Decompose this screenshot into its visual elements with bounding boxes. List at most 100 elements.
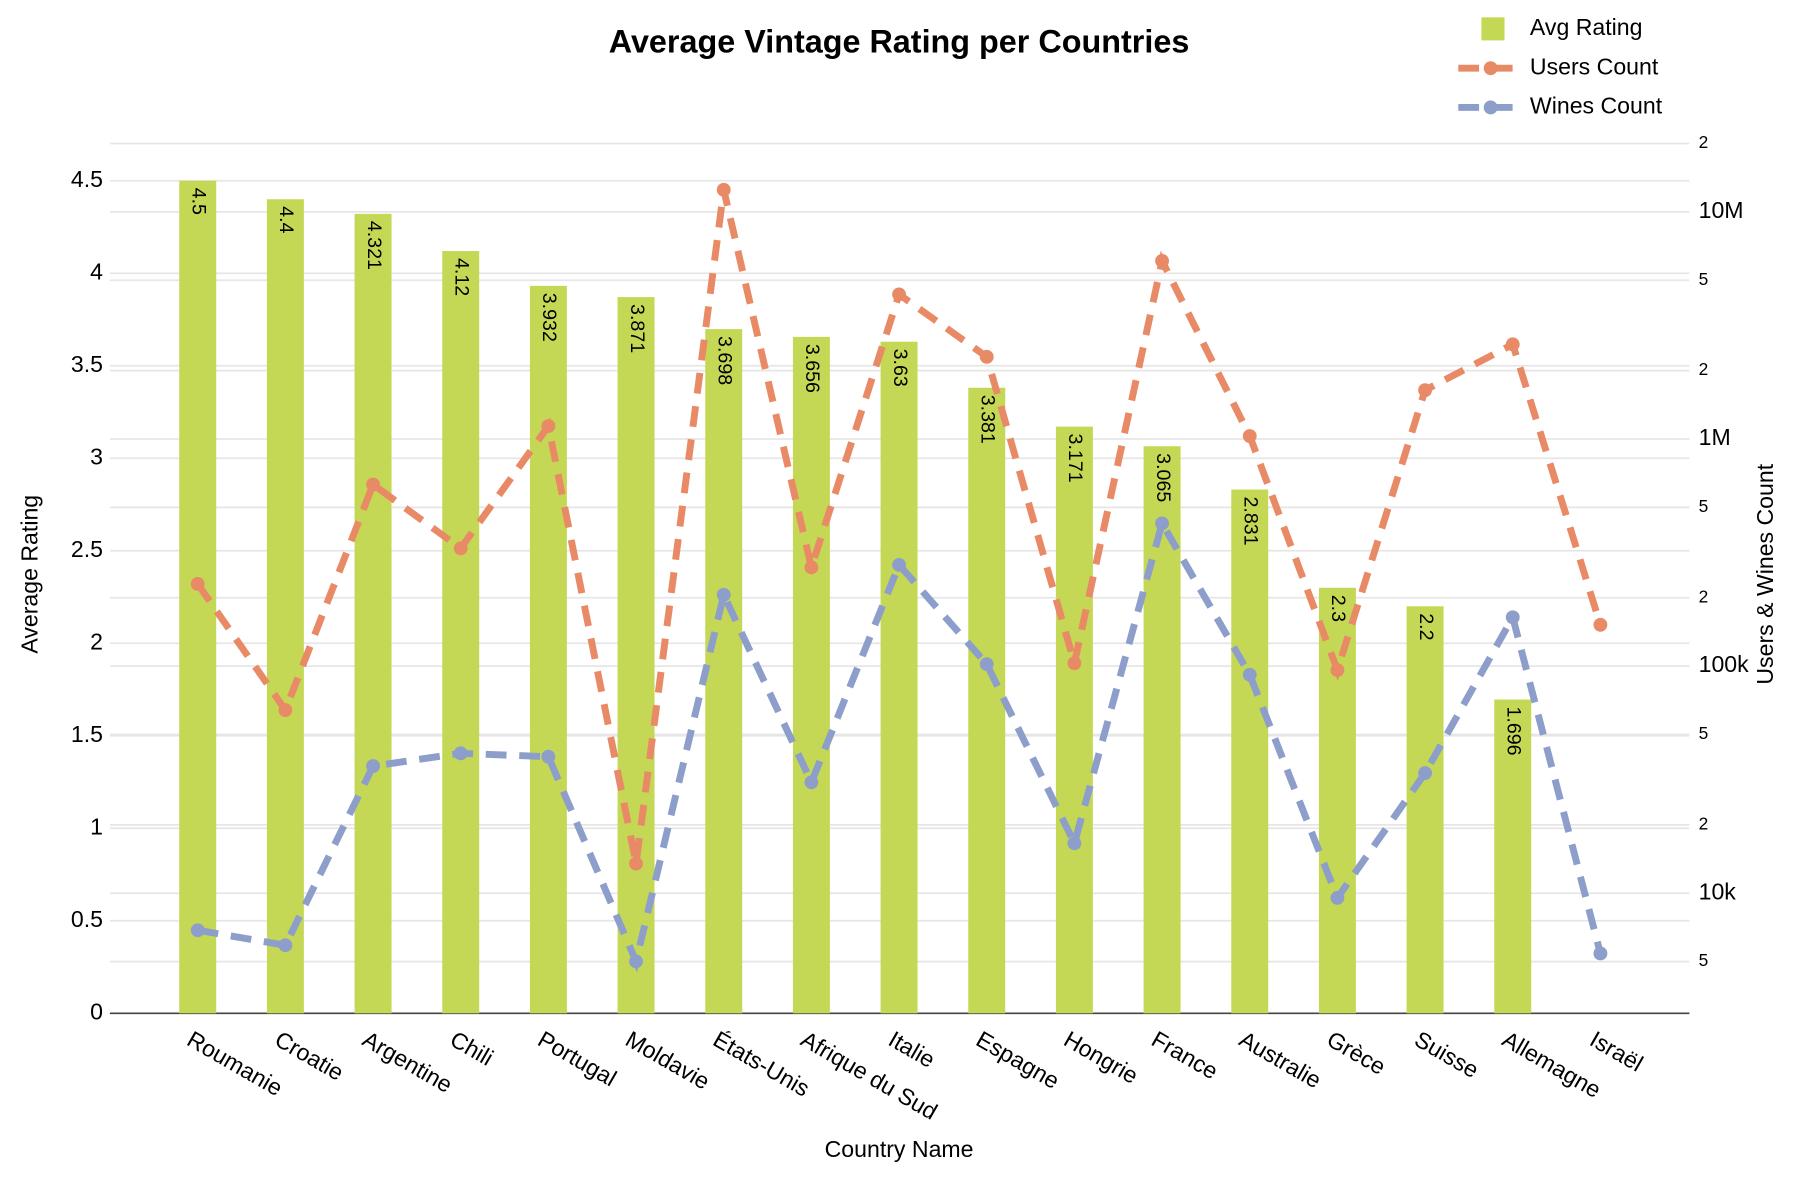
line-marker: [804, 775, 819, 790]
line-marker: [979, 657, 994, 672]
bar: [705, 329, 743, 1014]
legend-label: Wines Count: [1530, 93, 1663, 119]
bar: [1406, 606, 1444, 1014]
x-tick-label: Allemagne: [1498, 1026, 1606, 1103]
legend-swatch: [1483, 61, 1498, 76]
line-marker: [366, 759, 380, 773]
bar-value-label: 3.871: [626, 304, 648, 353]
line-marker: [716, 587, 731, 602]
line-marker: [1067, 656, 1082, 671]
y2-tick-label: 5: [1699, 269, 1709, 289]
x-tick-label: Chili: [446, 1026, 498, 1071]
y2-tick-label: 10k: [1699, 878, 1737, 904]
y-tick-label: 2: [90, 628, 103, 654]
line-marker: [190, 577, 205, 591]
bar-value-label: 3.381: [977, 395, 999, 444]
x-tick-label: Australie: [1235, 1026, 1326, 1093]
x-axis-title: Country Name: [825, 1136, 974, 1162]
line-marker: [278, 703, 293, 718]
line-marker: [979, 349, 994, 364]
line: [197, 514, 1604, 973]
line-marker: [629, 856, 643, 871]
legend-label: Users Count: [1530, 53, 1659, 79]
line-marker: [804, 560, 819, 575]
line-marker: [1155, 253, 1170, 268]
y2-tick-label: 2: [1699, 586, 1709, 606]
bar-value-label: 2.2: [1415, 613, 1437, 640]
line-marker: [541, 749, 556, 764]
y-tick-label: 4: [90, 258, 103, 284]
line-marker: [1593, 617, 1608, 632]
x-tick-label: Hongrie: [1060, 1026, 1143, 1089]
y2-tick-label: 5: [1699, 950, 1709, 970]
y-tick-label: 1: [90, 813, 103, 839]
bar-value-label: 4.5: [188, 188, 210, 215]
chart-title: Average Vintage Rating per Countries: [609, 23, 1190, 59]
y-tick-label: 4.5: [71, 166, 103, 192]
y-tick-label: 3: [90, 443, 103, 469]
y2-axis-title: Users & Wines Count: [1752, 463, 1778, 684]
line-marker: [1242, 429, 1257, 443]
bar: [1231, 489, 1269, 1014]
y-tick-label: 1.5: [71, 721, 103, 747]
bar: [880, 341, 918, 1014]
bar-value-label: 3.065: [1152, 453, 1174, 502]
bar-value-label: 3.698: [714, 336, 736, 385]
y-tick-label: 3.5: [71, 351, 103, 377]
y-tick-label: 0.5: [71, 906, 103, 932]
y2-tick-label: 100k: [1699, 651, 1750, 677]
bar: [442, 251, 480, 1014]
bar-value-label: 3.63: [889, 349, 911, 387]
x-tick-label: Suisse: [1410, 1026, 1483, 1083]
x-tick-label: Espagne: [972, 1026, 1064, 1094]
x-tick-label: Roumanie: [183, 1026, 287, 1101]
bar-value-label: 2.3: [1327, 595, 1349, 622]
bar: [1318, 587, 1356, 1014]
x-tick-label: États-Unis: [709, 1026, 814, 1102]
bar-value-label: 4.4: [275, 206, 297, 233]
line-marker: [1330, 663, 1345, 678]
y-tick-label: 2.5: [71, 536, 103, 562]
line-marker: [453, 541, 468, 556]
bar-value-label: 3.932: [538, 293, 560, 342]
x-tick-label: Italie: [884, 1026, 939, 1073]
line-marker: [453, 746, 468, 761]
x-tick-label: Grèce: [1323, 1026, 1390, 1080]
bar-value-label: 3.656: [801, 344, 823, 393]
y2-tick-label: 2: [1699, 359, 1709, 379]
bar-value-label: 2.831: [1240, 496, 1262, 545]
line-marker: [278, 938, 293, 953]
y-tick-label: 0: [90, 998, 103, 1024]
line-marker: [1505, 610, 1520, 625]
line-marker: [1067, 836, 1082, 851]
y-axis-title: Average Rating: [16, 495, 42, 654]
line-marker: [1330, 890, 1345, 905]
x-tick-label: Portugal: [534, 1026, 621, 1092]
legend-swatch: [1481, 17, 1505, 41]
line-marker: [1242, 667, 1257, 682]
line-marker: [190, 923, 205, 938]
y2-tick-label: 5: [1699, 723, 1709, 743]
y2-tick-label: 5: [1699, 496, 1709, 516]
bar: [968, 387, 1006, 1014]
x-tick-label: Moldavie: [621, 1026, 714, 1095]
bar: [792, 336, 830, 1014]
y2-tick-label: 2: [1699, 132, 1709, 152]
legend-label: Avg Rating: [1530, 14, 1643, 40]
x-tick-label: Israël: [1586, 1026, 1648, 1077]
line-marker: [1418, 383, 1433, 398]
bar: [1055, 426, 1093, 1014]
x-tick-label: Argentine: [358, 1026, 457, 1098]
bar-value-label: 4.321: [363, 221, 385, 270]
bar-value-label: 1.696: [1503, 706, 1525, 755]
bar: [266, 199, 304, 1014]
line-marker: [1593, 946, 1608, 961]
bar: [354, 213, 392, 1014]
bar-value-label: 3.171: [1064, 434, 1086, 483]
bar: [529, 285, 567, 1014]
bar: [1494, 699, 1532, 1014]
line-marker: [1418, 766, 1433, 781]
line-marker: [366, 477, 380, 492]
line-marker: [716, 182, 731, 197]
